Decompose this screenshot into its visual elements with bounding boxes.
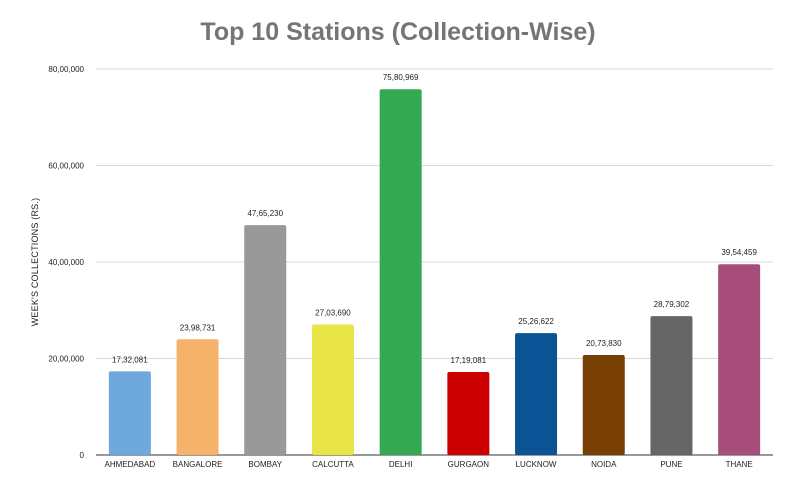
y-tick-label: 60,00,000	[48, 162, 84, 171]
x-tick-label: NOIDA	[591, 460, 617, 469]
data-label: 28,79,302	[654, 300, 690, 309]
bar-thane	[718, 264, 761, 455]
data-label: 20,73,830	[586, 339, 622, 348]
bar-ahmedabad	[108, 371, 151, 455]
y-tick-label: 20,00,000	[48, 355, 84, 364]
data-label: 39,54,459	[721, 248, 757, 257]
bar-lucknow	[515, 333, 558, 455]
x-tick-label: CALCUTTA	[312, 460, 354, 469]
x-tick-label: LUCKNOW	[516, 460, 557, 469]
bar-calcutta	[311, 324, 354, 455]
chart-title: Top 10 Stations (Collection-Wise)	[200, 18, 596, 46]
bar-gurgaon	[447, 372, 490, 455]
x-tick-label: PUNE	[660, 460, 682, 469]
data-label: 75,80,969	[383, 73, 419, 82]
bar-pune	[650, 316, 693, 455]
x-tick-label: BANGALORE	[173, 460, 223, 469]
x-tick-label: GURGAON	[448, 460, 490, 469]
y-tick-label: 0	[80, 451, 85, 460]
y-tick-label: 40,00,000	[48, 258, 84, 267]
data-label: 47,65,230	[247, 209, 283, 218]
bar-noida	[582, 354, 625, 455]
data-label: 27,03,690	[315, 309, 351, 318]
bars	[108, 89, 761, 455]
bar-bombay	[244, 225, 287, 455]
labels: 0 20,00,000 40,00,000 60,00,000 80,00,000 17,…	[48, 65, 757, 469]
bar-bangalore	[176, 339, 219, 455]
data-label: 17,32,081	[112, 355, 148, 364]
bar-delhi	[379, 89, 422, 455]
data-label: 17,19,081	[451, 356, 487, 365]
x-tick-label: DELHI	[389, 460, 413, 469]
x-tick-label: AHMEDABAD	[105, 460, 156, 469]
data-label: 23,98,731	[180, 323, 216, 332]
data-label: 25,26,622	[518, 317, 554, 326]
y-axis-label: WEEK'S COLLECTIONS (RS.)	[30, 198, 40, 327]
x-tick-label: BOMBAY	[248, 460, 282, 469]
y-tick-label: 80,00,000	[48, 65, 84, 74]
x-tick-label: THANE	[726, 460, 753, 469]
